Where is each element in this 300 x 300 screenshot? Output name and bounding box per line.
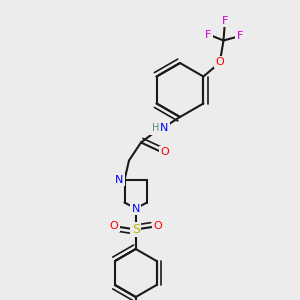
Text: N: N [160, 123, 169, 134]
Text: N: N [115, 175, 123, 185]
Text: O: O [153, 221, 162, 231]
Text: O: O [110, 221, 118, 231]
Text: O: O [160, 147, 169, 158]
Text: F: F [205, 29, 212, 40]
Text: S: S [132, 223, 140, 236]
Text: O: O [215, 57, 224, 67]
Text: F: F [237, 31, 243, 41]
Text: H: H [152, 123, 159, 134]
Text: N: N [132, 203, 140, 214]
Text: F: F [222, 16, 228, 26]
